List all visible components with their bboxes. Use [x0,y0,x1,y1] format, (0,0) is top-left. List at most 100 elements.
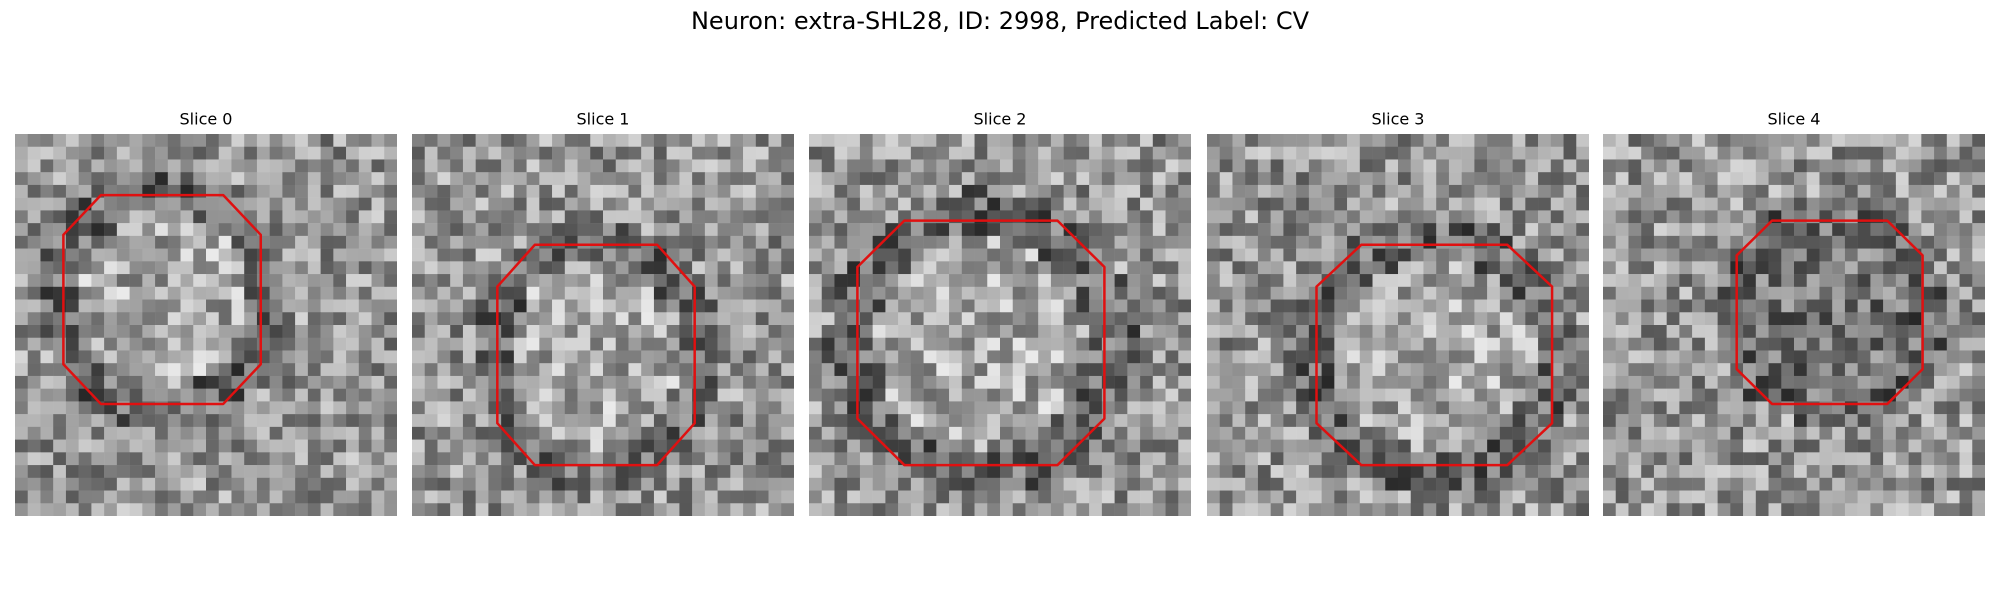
pixel [755,426,769,440]
pixel [1972,299,1985,313]
pixel [1921,184,1935,198]
pixel [501,286,515,300]
pixel [1615,235,1629,249]
pixel [653,223,667,237]
pixel [1870,248,1884,262]
pixel [282,388,296,402]
pixel [961,363,975,377]
pixel [358,197,372,211]
pixel [1883,172,1897,186]
pixel [450,452,464,466]
pixel [1870,465,1884,479]
pixel [1870,223,1884,237]
pixel [282,146,296,160]
pixel [193,503,207,516]
pixel [1692,414,1706,428]
pixel [1563,312,1577,326]
pixel [15,210,28,224]
pixel [603,363,616,377]
pixel [1563,210,1577,224]
pixel [1717,312,1731,326]
pixel [206,197,219,211]
pixel [1114,363,1128,377]
pixel [180,439,194,453]
pixel [1076,261,1090,275]
pixel [1296,134,1310,147]
pixel [936,414,950,428]
pixel [488,388,502,402]
pixel [1704,350,1718,364]
pixel [859,477,873,491]
pixel [1603,146,1616,160]
pixel [1819,503,1833,516]
pixel [898,490,912,504]
pixel [180,375,194,389]
pixel [834,452,848,466]
pixel [1063,426,1077,440]
pixel [333,465,347,479]
pixel [1603,503,1616,516]
pixel [1781,426,1795,440]
pixel [142,248,156,262]
pixel [1140,363,1154,377]
pixel [1603,184,1616,198]
pixel [577,350,591,364]
pixel [1883,490,1897,504]
pixel [513,388,527,402]
pixel [1321,414,1335,428]
pixel [513,401,527,415]
pixel [15,426,28,440]
pixel [1257,426,1271,440]
pixel [1895,465,1909,479]
pixel [282,286,296,300]
pixel [1372,503,1386,516]
pixel [65,401,79,415]
pixel [1270,172,1284,186]
pixel [1538,223,1552,237]
pixel [872,388,886,402]
pixel [1127,312,1141,326]
pixel [1101,452,1115,466]
pixel [1628,337,1642,351]
pixel [1730,210,1744,224]
pixel [1921,401,1935,415]
pixel [53,401,67,415]
pixel [142,490,156,504]
pixel [1140,325,1154,338]
pixel [1666,452,1680,466]
pixel [704,248,718,262]
pixel [809,439,822,453]
pixel [1628,172,1642,186]
pixel [1832,159,1846,173]
pixel [358,235,372,249]
pixel [1832,375,1846,389]
pixel [603,197,616,211]
pixel [1410,248,1424,262]
pixel [1410,197,1424,211]
pixel [1857,134,1871,147]
pixel [1755,375,1769,389]
pixel [1832,465,1846,479]
pixel [987,286,1001,300]
pixel [1832,261,1846,275]
pixel [1819,477,1833,491]
pixel [1538,503,1552,516]
pixel [1844,235,1858,249]
pixel [1550,490,1564,504]
pixel [1385,159,1399,173]
pixel [1245,197,1259,211]
pixel [615,337,629,351]
pixel [1101,465,1115,479]
pixel [1436,172,1450,186]
pixel [872,184,886,198]
pixel [539,503,553,516]
pixel [193,375,207,389]
pixel [781,325,794,338]
pixel [603,503,616,516]
pixel [1025,134,1039,147]
pixel [450,184,464,198]
pixel [1334,388,1348,402]
pixel [1525,452,1539,466]
pixel [1641,401,1655,415]
pixel [295,172,309,186]
